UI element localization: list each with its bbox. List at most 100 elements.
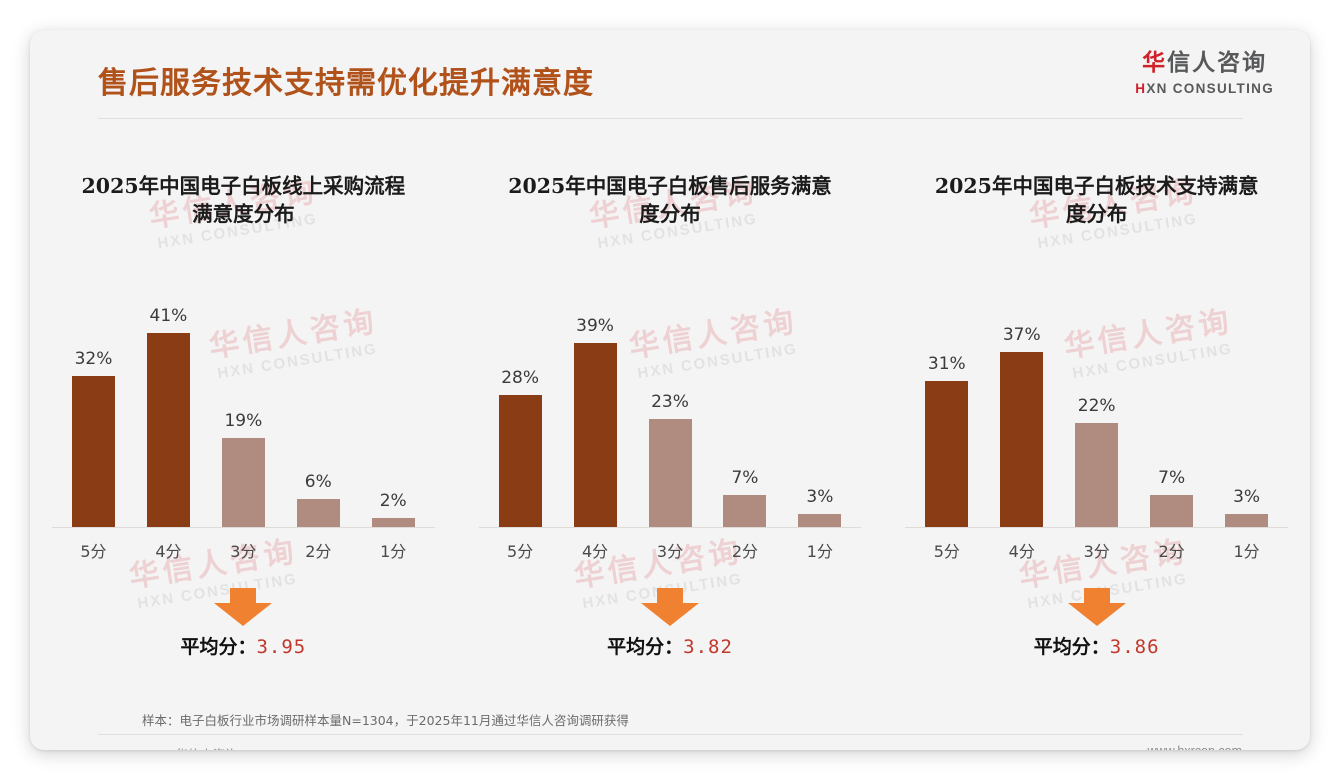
bar-group: 32% 41% 19% 6%: [56, 258, 431, 528]
average-score: 平均分：3.86: [883, 632, 1310, 659]
x-tick-label: 5分: [507, 542, 534, 561]
x-tick-label: 5分: [80, 542, 107, 561]
bar-item[interactable]: 7%: [707, 258, 782, 528]
bar-item[interactable]: 28%: [483, 258, 558, 528]
x-axis-labels: 5分 4分 3分 2分 1分: [483, 538, 858, 562]
chart-plot-area: 28% 39% 23% 7%: [478, 258, 862, 528]
down-arrow-icon: [1067, 588, 1126, 626]
bar-value-label: 28%: [501, 368, 540, 388]
bar-value-label: 37%: [1002, 325, 1041, 345]
bar-item[interactable]: 7%: [1134, 258, 1209, 528]
bar-item[interactable]: 2%: [356, 258, 431, 528]
x-axis-labels: 5分 4分 3分 2分 1分: [909, 538, 1284, 562]
x-axis-labels: 5分 4分 3分 2分 1分: [56, 538, 431, 562]
average-score: 平均分：3.95: [30, 632, 457, 659]
slide-header: 售后服务技术支持需优化提升满意度 华信人咨询 HXN CONSULTING: [30, 30, 1310, 122]
bar-item[interactable]: 37%: [984, 258, 1059, 528]
arrow-head: [641, 603, 699, 626]
arrow-stem: [230, 588, 257, 604]
x-tick-label: 4分: [1008, 542, 1035, 561]
page-title: 售后服务技术支持需优化提升满意度: [98, 66, 594, 101]
bar-item[interactable]: 22%: [1059, 258, 1134, 528]
bar-value-label: 41%: [149, 306, 188, 326]
arrow-head: [214, 603, 273, 626]
bar-item[interactable]: 19%: [206, 258, 281, 528]
average-label: 平均分：: [607, 636, 684, 658]
average-value: 3.95: [256, 636, 307, 658]
footer-website[interactable]: www.hxrcon.com: [1148, 744, 1242, 750]
bar-rect[interactable]: [648, 419, 692, 528]
bar-rect[interactable]: [296, 499, 340, 528]
footer-copyright: ©2026.1 HXR华信人咨询: [98, 744, 238, 750]
x-tick-label: 1分: [1233, 542, 1260, 561]
bar-rect[interactable]: [1225, 514, 1269, 528]
bar-item[interactable]: 3%: [782, 258, 857, 528]
down-arrow-wrap: [883, 588, 1310, 626]
bar-rect[interactable]: [371, 518, 415, 528]
bar-value-label: 23%: [651, 392, 689, 412]
company-logo: 华信人咨询 HXN CONSULTING: [1135, 52, 1274, 96]
bar-item[interactable]: 32%: [56, 258, 131, 528]
slide: 华信人咨询 HXN CONSULTING 华信人咨询 HXN CONSULTIN…: [30, 30, 1310, 750]
bar-value-label: 7%: [731, 468, 759, 488]
average-value: 3.86: [1109, 636, 1160, 658]
bar-rect[interactable]: [1075, 423, 1119, 528]
bar-item[interactable]: 23%: [633, 258, 708, 528]
bar-item[interactable]: 3%: [1209, 258, 1284, 528]
down-arrow-wrap: [30, 588, 457, 626]
x-tick-label: 1分: [806, 542, 833, 561]
bar-value-label: 19%: [224, 411, 263, 431]
logo-english-text: HXN CONSULTING: [1135, 82, 1274, 96]
chart-title: 2025年中国电子白板线上采购流程满意度分布: [81, 174, 406, 227]
bar-rect[interactable]: [925, 381, 969, 528]
bar-rect[interactable]: [573, 343, 617, 528]
chart-panel-3: 2025年中国电子白板技术支持满意度分布 31% 37% 22%: [883, 140, 1310, 660]
x-tick-label: 1分: [380, 542, 407, 561]
logo-cn-accent: 华: [1142, 50, 1168, 76]
bar-rect[interactable]: [498, 395, 542, 528]
header-divider: [98, 118, 1243, 119]
bar-rect[interactable]: [1000, 352, 1044, 528]
bar-value-label: 39%: [576, 316, 614, 336]
bar-value-label: 2%: [379, 491, 407, 511]
average-value: 3.82: [683, 636, 733, 658]
x-tick-label: 3分: [230, 542, 257, 561]
x-tick-label: 3分: [1083, 542, 1110, 561]
x-axis-line: [52, 527, 435, 528]
bar-value-label: 32%: [74, 349, 113, 369]
x-tick-label: 3分: [656, 542, 684, 561]
bar-item[interactable]: 39%: [558, 258, 633, 528]
bar-rect[interactable]: [71, 376, 115, 528]
x-axis-line: [905, 527, 1289, 528]
bar-rect[interactable]: [723, 495, 767, 528]
bar-rect[interactable]: [146, 333, 190, 528]
x-tick-label: 4分: [581, 542, 609, 561]
bar-value-label: 3%: [806, 487, 834, 507]
chart-plot-area: 31% 37% 22% 7%: [905, 258, 1289, 528]
footer-divider: [98, 734, 1243, 735]
x-axis-line: [478, 527, 862, 528]
arrow-stem: [1083, 588, 1110, 604]
arrow-stem: [657, 588, 683, 604]
bar-group: 31% 37% 22% 7%: [909, 258, 1284, 528]
bar-item[interactable]: 6%: [281, 258, 356, 528]
arrow-head: [1067, 603, 1126, 626]
bar-rect[interactable]: [1150, 495, 1194, 528]
chart-panel-1: 2025年中国电子白板线上采购流程满意度分布 32% 41% 19%: [30, 140, 457, 660]
chart-panel-2: 2025年中国电子白板售后服务满意度分布 28% 39% 23%: [457, 140, 884, 660]
x-tick-label: 5分: [933, 542, 960, 561]
logo-en-rest: XN CONSULTING: [1146, 81, 1274, 96]
down-arrow-wrap: [457, 588, 884, 626]
bar-rect[interactable]: [798, 514, 842, 528]
logo-en-accent: H: [1135, 81, 1147, 96]
bar-value-label: 7%: [1158, 468, 1186, 488]
bar-value-label: 31%: [927, 354, 966, 374]
charts-row: 2025年中国电子白板线上采购流程满意度分布 32% 41% 19%: [30, 140, 1310, 660]
bar-item[interactable]: 41%: [131, 258, 206, 528]
chart-title: 2025年中国电子白板售后服务满意度分布: [508, 174, 832, 227]
bar-item[interactable]: 31%: [909, 258, 984, 528]
x-tick-label: 2分: [1158, 542, 1185, 561]
bar-group: 28% 39% 23% 7%: [483, 258, 858, 528]
bar-rect[interactable]: [221, 438, 265, 528]
x-tick-label: 2分: [731, 542, 759, 561]
